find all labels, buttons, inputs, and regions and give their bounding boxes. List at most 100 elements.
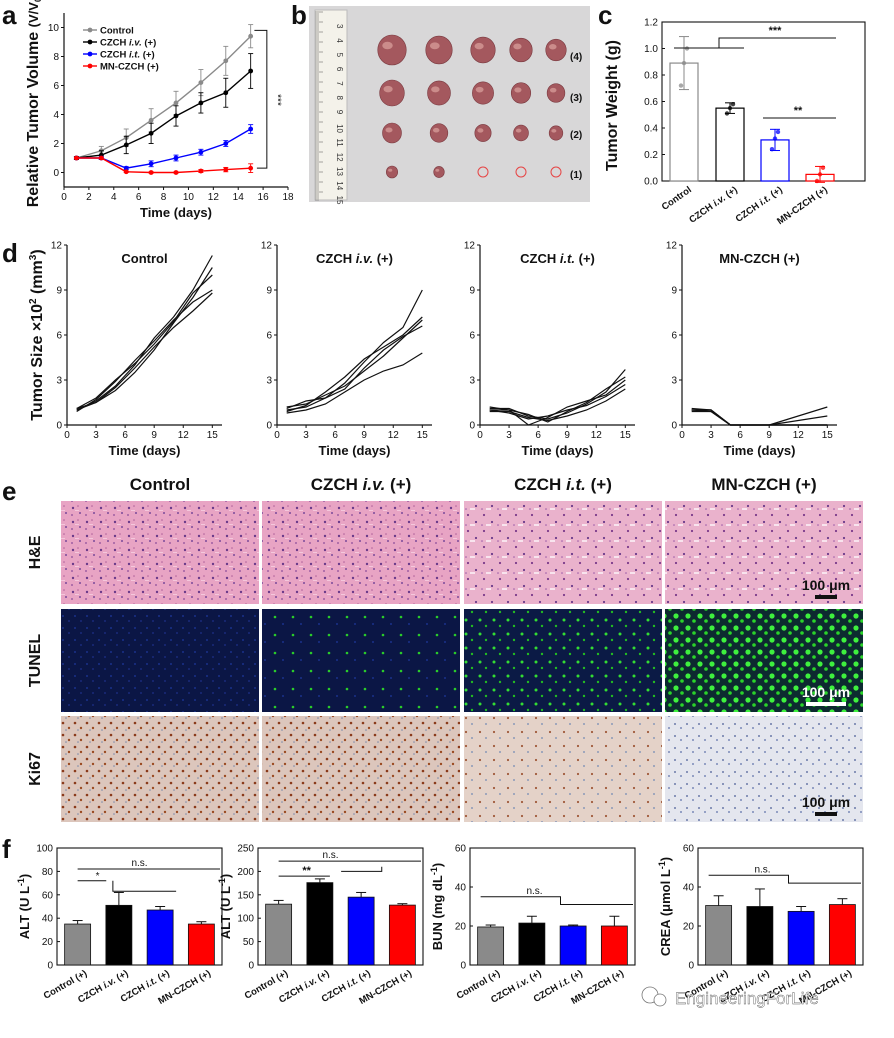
legend-label-part: Control [100,26,134,37]
histology-image [665,716,863,822]
ruler-number: 15 [335,196,344,205]
data-point [223,141,229,146]
x-tick-label: 12 [591,430,603,441]
x-tick-label: 12 [793,430,805,441]
row-label-4: (4) [570,52,582,63]
x-axis-label: Time (days) [521,443,593,458]
y-tick-label: 4 [53,110,59,121]
series-line-0 [76,35,252,159]
subplot-title-italic: i.t. [560,251,575,266]
category-label-part: MN-CZCH (+) [775,184,830,227]
y-tick-label: 100 [237,914,254,925]
subplot-title-part: MN-CZCH (+) [719,251,800,266]
x-tick-label: 6 [136,192,142,203]
y-tick-label: 0 [688,961,694,972]
y-tick-label: 6 [469,331,475,342]
tumor-highlight [548,44,557,50]
x-tick-label: 9 [151,430,157,441]
y-tick-label: 60 [455,844,467,855]
y-tick-label: 50 [243,937,255,948]
x-tick-label: 3 [93,430,99,441]
series-line-1 [76,70,252,159]
category-label: MN-CZCH (+) [775,184,830,227]
row-label-3: (3) [570,93,582,104]
panel-e-histology: Control CZCH i.v. (+) CZCH i.t. (+) MN-CZCH… [27,475,863,822]
data-point [248,68,254,74]
y-tick-label: 8 [53,52,59,63]
y-label-main: ALT (U L [218,886,233,939]
data-point [678,83,684,88]
data-point [198,149,204,155]
data-point [820,165,826,170]
tumor-specimen [510,82,532,104]
subplot-title-part: CZCH [520,251,560,266]
sig-label: *** [769,25,783,37]
y-tick-label: 12 [51,241,63,252]
x-axis-label: Time (days) [140,205,212,220]
tumor-growth-line-3 [286,325,423,410]
data-point [173,100,179,106]
y-label-end: ) [218,874,233,878]
x-tick-label: 3 [708,430,714,441]
data-point [772,136,778,141]
ruler-number: 3 [335,24,344,29]
category-label-italic: i.t. [345,975,360,990]
y-tick-label: 200 [237,867,254,878]
x-tick-label: 3 [506,430,512,441]
category-label-italic: i.t. [785,975,800,990]
y-label-sup: -1 [657,861,667,869]
sig-label: ** [302,865,311,877]
y-axis-label: CREA (μmol L-1) [657,857,673,956]
data-point [198,100,204,106]
x-tick-label: 18 [282,192,294,203]
legend-label-part2: (+) [140,50,155,61]
photo-background [309,6,590,202]
x-tick-label: 0 [679,430,685,441]
y-tick-label: 3 [671,376,677,387]
data-point [98,155,104,161]
ruler-number: 7 [335,81,344,86]
tumor-highlight [551,129,557,133]
bar [518,922,546,966]
y-tick-label: 20 [42,937,54,948]
x-tick-label: 15 [822,430,834,441]
tumor-highlight [513,43,522,50]
x-tick-label: 9 [361,430,367,441]
column-title-part: MN-CZCH (+) [711,475,816,494]
bar [146,909,174,966]
data-point [724,111,730,116]
tumor-growth-line-1 [286,319,423,408]
bar [347,896,375,966]
tumor-specimen [429,123,449,143]
column-title-italic: i.t. [566,475,586,494]
ruler-number: 10 [335,124,344,133]
tumor-growth-line-0 [691,406,828,426]
tumor-highlight [382,41,393,50]
subplot-title: CZCH i.v. (+) [316,251,393,266]
x-tick-label: 0 [64,430,70,441]
y-axis-label: Tumor Size ×102 (mm3) [28,249,46,420]
column-title-part: CZCH [311,475,363,494]
y-tick-label: 0 [248,961,254,972]
sig-label: * [96,871,100,882]
data-point [173,170,179,175]
legend-label-part2: (+) [142,38,157,49]
tumor-highlight [475,86,484,93]
column-title: CZCH i.v. (+) [311,475,412,494]
tumor-growth-line-2 [286,352,423,414]
y-axis-label: Relative Tumor Volume (V/V0) [25,0,43,207]
legend-marker [87,51,93,57]
x-axis-label: Time (days) [108,443,180,458]
y-tick-label: 10 [48,23,60,34]
tumor-specimen [385,165,398,179]
empty-site-marker [550,166,562,178]
scale-bar [806,702,846,706]
data-point [148,130,154,136]
data-point [123,165,129,171]
legend-marker [87,39,93,45]
x-tick-label: 12 [178,430,190,441]
column-title-part2: (+) [385,475,411,494]
tumor-highlight [474,42,484,50]
subplot-title-part2: (+) [373,251,393,266]
